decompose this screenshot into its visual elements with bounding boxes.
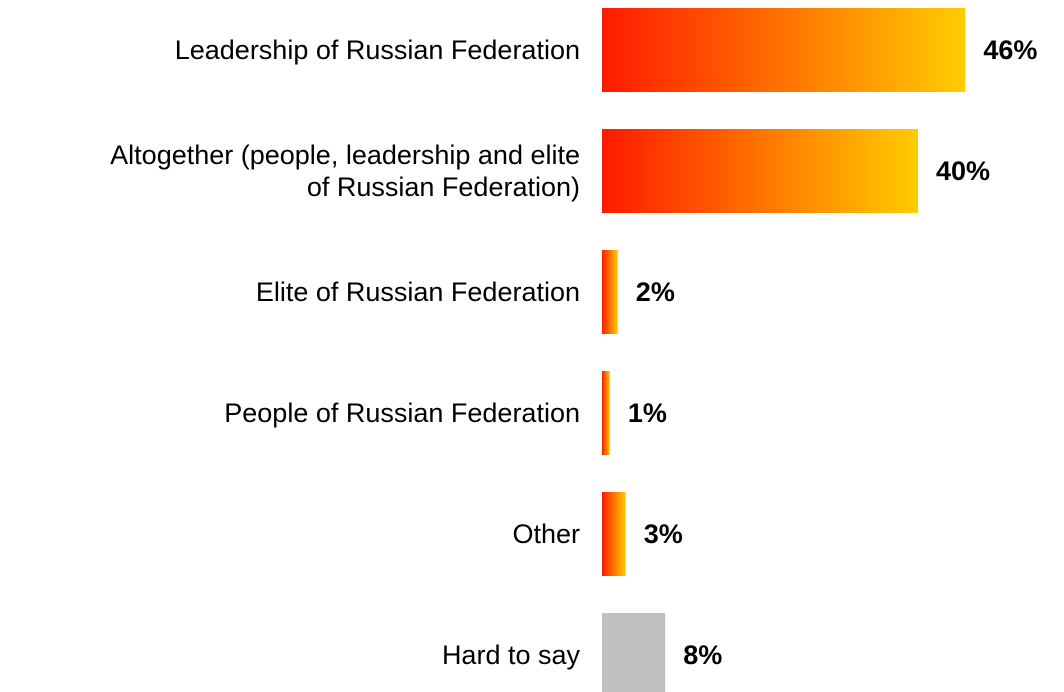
category-label-0: Leadership of Russian Federation [175,35,580,65]
bars-group [602,8,966,692]
bar-3 [602,371,610,455]
category-label-line: Hard to say [442,640,581,670]
value-label-5: 8% [683,640,722,670]
category-label-2: Elite of Russian Federation [256,277,580,307]
category-labels-group: Leadership of Russian Federation Altogeth… [110,35,580,670]
category-label-3: People of Russian Federation [224,398,580,428]
category-label-line: Altogether (people, leadership and elite [110,140,580,170]
category-label-4: Other [512,519,580,549]
category-label-line: Elite of Russian Federation [256,277,580,307]
category-label-5: Hard to say [442,640,581,670]
value-label-4: 3% [644,519,683,549]
category-label-line: People of Russian Federation [224,398,580,428]
category-label-line: Other [512,519,580,549]
category-label-1: Altogether (people, leadership and elite… [110,140,580,202]
bar-1 [602,129,918,213]
category-label-line: of Russian Federation) [307,172,580,202]
bar-2 [602,250,618,334]
bar-5 [602,613,666,692]
value-label-3: 1% [628,398,667,428]
bar-4 [602,492,626,576]
value-labels-group: 46% 40% 2% 1% 3% 8% [628,35,1038,670]
value-label-2: 2% [636,277,675,307]
category-label-line: Leadership of Russian Federation [175,35,580,65]
value-label-1: 40% [936,156,990,186]
bar-0 [602,8,966,92]
value-label-0: 46% [983,35,1037,65]
